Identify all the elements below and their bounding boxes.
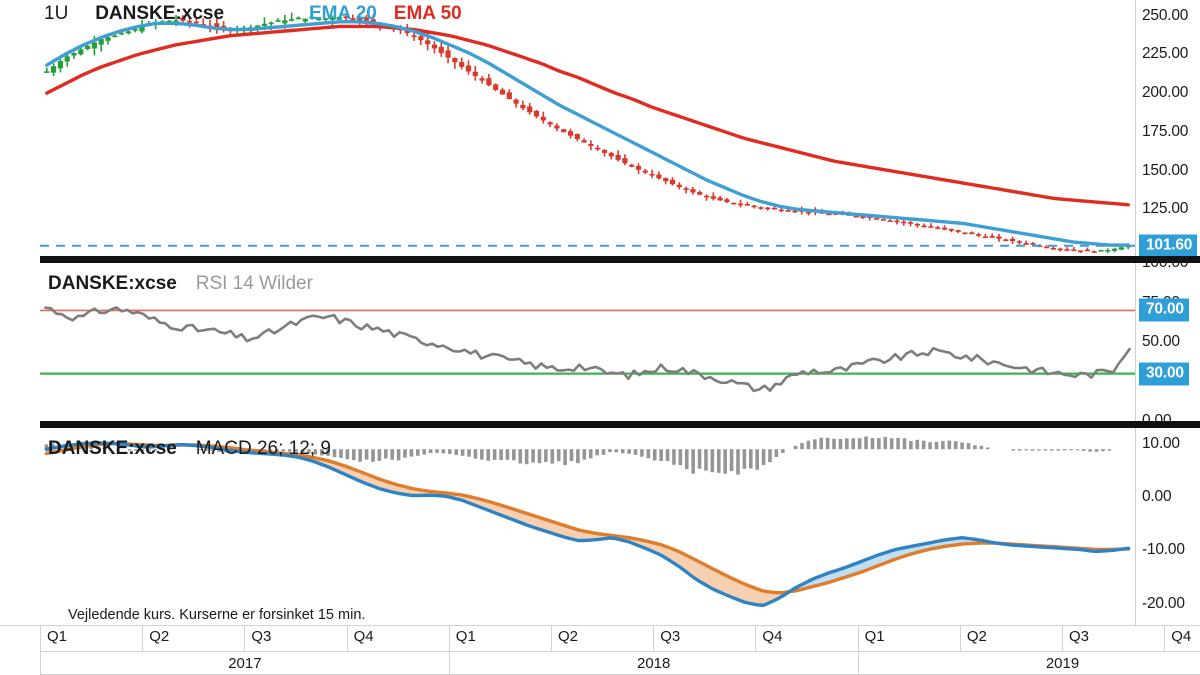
quarter-cell[interactable]: Q4 <box>755 625 857 651</box>
quarter-cell[interactable]: Q3 <box>244 625 346 651</box>
rsi-overbought-badge[interactable]: 70.00 <box>1139 298 1189 322</box>
macd-panel[interactable]: 10.00 0.00 -10.00 -20.00 <box>0 428 1200 625</box>
rsi-oversold-badge[interactable]: 30.00 <box>1139 362 1189 386</box>
year-row: 2017 2018 2019 <box>0 651 1200 675</box>
price-plot-area[interactable] <box>40 0 1135 256</box>
price-tick: 175.00 <box>1142 122 1189 140</box>
macd-axis[interactable]: 10.00 0.00 -10.00 -20.00 <box>1135 428 1200 625</box>
macd-plot-area[interactable] <box>40 428 1135 625</box>
rsi-axis-line <box>1135 263 1136 421</box>
price-axis[interactable]: 250.00 225.00 200.00 175.00 150.00 125.00 101… <box>1135 0 1200 258</box>
rsi-line-chart <box>40 306 1135 393</box>
quarter-cell[interactable]: Q1 <box>448 625 551 651</box>
quarter-cell[interactable]: Q3 <box>1062 625 1164 651</box>
macd-tick: 10.00 <box>1142 434 1180 452</box>
quarter-cell[interactable]: Q1 <box>40 625 142 651</box>
quarter-row: Q1 Q2 Q3 Q4 Q1 Q2 Q3 Q4 Q1 Q2 Q3 Q4 <box>0 625 1200 651</box>
quarter-cell[interactable]: Q2 <box>551 625 653 651</box>
macd-tick: 0.00 <box>1142 488 1172 506</box>
price-axis-line <box>1135 0 1136 256</box>
price-tick: 250.00 <box>1142 6 1189 24</box>
price-candlestick-chart <box>40 10 1135 254</box>
quarter-cell[interactable]: Q3 <box>653 625 755 651</box>
macd-tick: -10.00 <box>1142 541 1185 559</box>
time-axis-top-border <box>0 625 1200 626</box>
separator-rsi-macd <box>40 421 1200 428</box>
macd-tick: -20.00 <box>1142 594 1185 612</box>
quarter-cell[interactable]: Q2 <box>959 625 1062 651</box>
year-cell[interactable]: 2019 <box>857 651 1200 675</box>
last-price-badge[interactable]: 101.60 <box>1139 234 1198 258</box>
macd-axis-line <box>1135 428 1136 625</box>
year-cell[interactable]: 2018 <box>448 651 858 675</box>
rsi-plot-area[interactable] <box>40 263 1135 421</box>
rsi-tick: 50.00 <box>1142 333 1180 350</box>
quarter-cell[interactable]: Q2 <box>142 625 244 651</box>
price-tick: 150.00 <box>1142 161 1189 179</box>
price-panel[interactable]: 250.00 225.00 200.00 175.00 150.00 125.00 101… <box>0 0 1200 258</box>
price-tick: 200.00 <box>1142 84 1189 102</box>
separator-price-rsi <box>40 256 1200 263</box>
rsi-tick: 100.00 <box>1142 254 1189 271</box>
time-axis[interactable]: Q1 Q2 Q3 Q4 Q1 Q2 Q3 Q4 Q1 Q2 Q3 Q4 2017 2018 2019 <box>0 625 1200 675</box>
quarter-cell[interactable]: Q4 <box>346 625 449 651</box>
price-tick: 125.00 <box>1142 200 1189 218</box>
year-cell[interactable]: 2017 <box>40 651 449 675</box>
quarter-cell[interactable]: Q1 <box>857 625 960 651</box>
disclaimer-text: Vejledende kurs. Kurserne er forsinket 1… <box>68 607 366 623</box>
quarter-cell[interactable]: Q4 <box>1164 625 1200 651</box>
macd-chart <box>44 436 1131 607</box>
price-tick: 225.00 <box>1142 45 1189 63</box>
